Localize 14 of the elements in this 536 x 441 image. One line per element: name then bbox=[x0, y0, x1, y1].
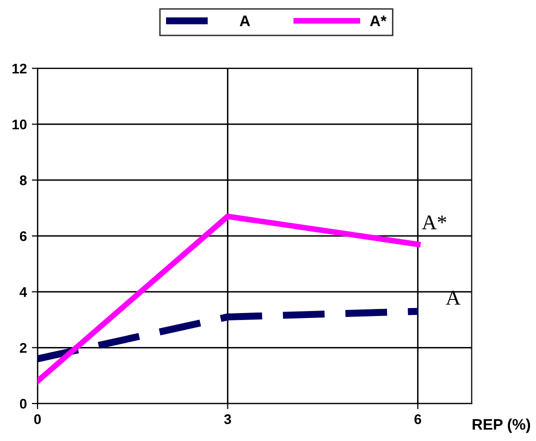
x-tick-label: 3 bbox=[224, 414, 232, 424]
y-tick-label: 10 bbox=[12, 120, 27, 130]
y-tick-label: 12 bbox=[12, 64, 27, 74]
y-tick-label: 4 bbox=[20, 287, 28, 297]
y-tick-label: 0 bbox=[20, 398, 27, 409]
x-tick-label: 0 bbox=[34, 414, 41, 424]
x-tick-label: 6 bbox=[414, 414, 422, 424]
annotation: A* bbox=[422, 215, 446, 230]
y-tick-label: 8 bbox=[20, 175, 27, 186]
x-axis-title: REP (%) bbox=[472, 418, 530, 433]
legend-label: A* bbox=[370, 16, 387, 26]
y-tick-label: 6 bbox=[20, 231, 27, 242]
y-tick-label: 2 bbox=[20, 342, 27, 353]
legend-label: A bbox=[240, 16, 250, 26]
